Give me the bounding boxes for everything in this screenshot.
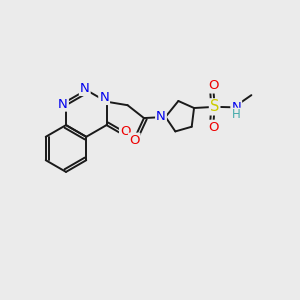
Text: N: N <box>58 98 68 111</box>
Text: N: N <box>99 91 109 104</box>
Text: O: O <box>208 80 219 92</box>
Text: N: N <box>156 110 166 123</box>
Text: N: N <box>80 82 90 95</box>
Text: O: O <box>208 121 219 134</box>
Text: N: N <box>231 101 241 114</box>
Text: H: H <box>232 108 241 121</box>
Text: O: O <box>120 125 130 138</box>
Text: S: S <box>210 99 219 114</box>
Text: O: O <box>129 134 140 147</box>
